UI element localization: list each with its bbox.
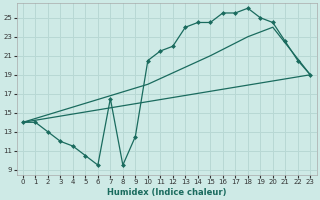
X-axis label: Humidex (Indice chaleur): Humidex (Indice chaleur) xyxy=(107,188,226,197)
